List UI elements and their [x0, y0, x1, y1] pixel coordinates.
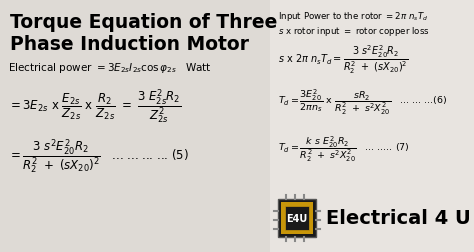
Text: $= \dfrac{3\ s^2 E_{20}^2 R_2}{R_2^2\ +\ (sX_{20})^2}$   ... ... ... ... (5): $= \dfrac{3\ s^2 E_{20}^2 R_2}{R_2^2\ +\… — [8, 137, 189, 176]
Text: $s$ x rotor input $=$ rotor copper loss: $s$ x rotor input $=$ rotor copper loss — [278, 25, 429, 38]
Text: $= 3E_{2s}\ \mathrm{x}\ \dfrac{E_{2s}}{Z_{2s}}\ \mathrm{x}\ \dfrac{R_2}{Z_{2s}}\: $= 3E_{2s}\ \mathrm{x}\ \dfrac{E_{2s}}{Z… — [8, 88, 182, 126]
Bar — [281, 202, 313, 234]
Text: $T_d = \dfrac{3E_{20}^2}{2\pi n_s}\ \mathrm{x}\ \dfrac{sR_2}{R_2^2\ +\ s^2 X_{20: $T_d = \dfrac{3E_{20}^2}{2\pi n_s}\ \mat… — [278, 88, 447, 117]
Text: Input Power to the rotor $= 2\pi\ n_s T_d$: Input Power to the rotor $= 2\pi\ n_s T_… — [278, 10, 428, 23]
Text: Torque Equation of Three: Torque Equation of Three — [10, 13, 277, 32]
Bar — [0, 0, 270, 252]
Text: $s\ \mathrm{x}\ 2\pi\ n_s T_d = \dfrac{3\ s^2 E_{20}^2 R_2}{R_2^2\ +\ (sX_{20})^: $s\ \mathrm{x}\ 2\pi\ n_s T_d = \dfrac{3… — [278, 43, 409, 75]
Text: Electrical 4 U: Electrical 4 U — [326, 209, 471, 228]
Bar — [285, 206, 309, 230]
Text: Electrical power $= 3E_{2s}I_{2s}\cos\varphi_{2s}$   Watt: Electrical power $= 3E_{2s}I_{2s}\cos\va… — [8, 61, 212, 75]
Text: E4U: E4U — [286, 213, 308, 223]
Bar — [278, 199, 316, 237]
Text: $T_d = \dfrac{k\ s\ E_{20}^2 R_2}{R_2^2\ +\ s^2 X_{20}^2}$   ... ..... (7): $T_d = \dfrac{k\ s\ E_{20}^2 R_2}{R_2^2\… — [278, 135, 410, 164]
Text: Phase Induction Motor: Phase Induction Motor — [10, 35, 249, 54]
Bar — [270, 0, 474, 252]
